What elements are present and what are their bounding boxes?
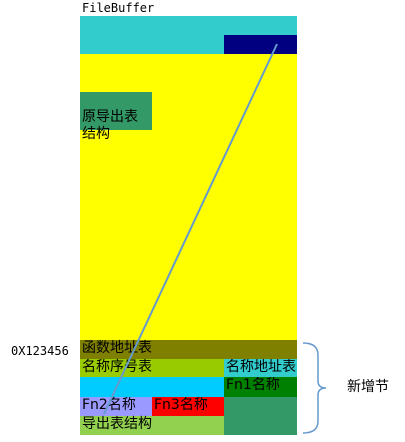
orig-export-label: 原导出表 结构: [82, 109, 138, 142]
cyan-band: [80, 377, 224, 397]
fn3-name-label: Fn3名称: [154, 397, 208, 413]
func-addr-table-label: 函数地址表: [82, 340, 152, 356]
orig-export-block: 原导出表 结构: [80, 92, 152, 142]
ordinal-table: 名称序号表: [80, 359, 224, 377]
header-dark-block: [224, 35, 297, 54]
export-struct-label: 导出表结构: [82, 416, 152, 432]
fn3-name-block: Fn3名称: [152, 397, 224, 416]
pointer-line: [103, 43, 278, 415]
name-addr-table: 名称地址表: [224, 359, 297, 377]
diagram-title: FileBuffer: [82, 1, 155, 15]
section-brace: [302, 342, 327, 434]
new-section-label: 新增节: [347, 379, 389, 395]
fn1-name-block: Fn1名称: [224, 377, 297, 397]
export-struct-block: 导出表结构: [80, 416, 224, 435]
ordinal-table-label: 名称序号表: [82, 359, 152, 375]
name-addr-table-label: 名称地址表: [226, 359, 296, 375]
green-tail-block: [224, 397, 297, 435]
fn1-name-label: Fn1名称: [226, 377, 280, 393]
address-label: 0X123456: [11, 344, 69, 358]
func-addr-table: 函数地址表: [80, 340, 297, 359]
